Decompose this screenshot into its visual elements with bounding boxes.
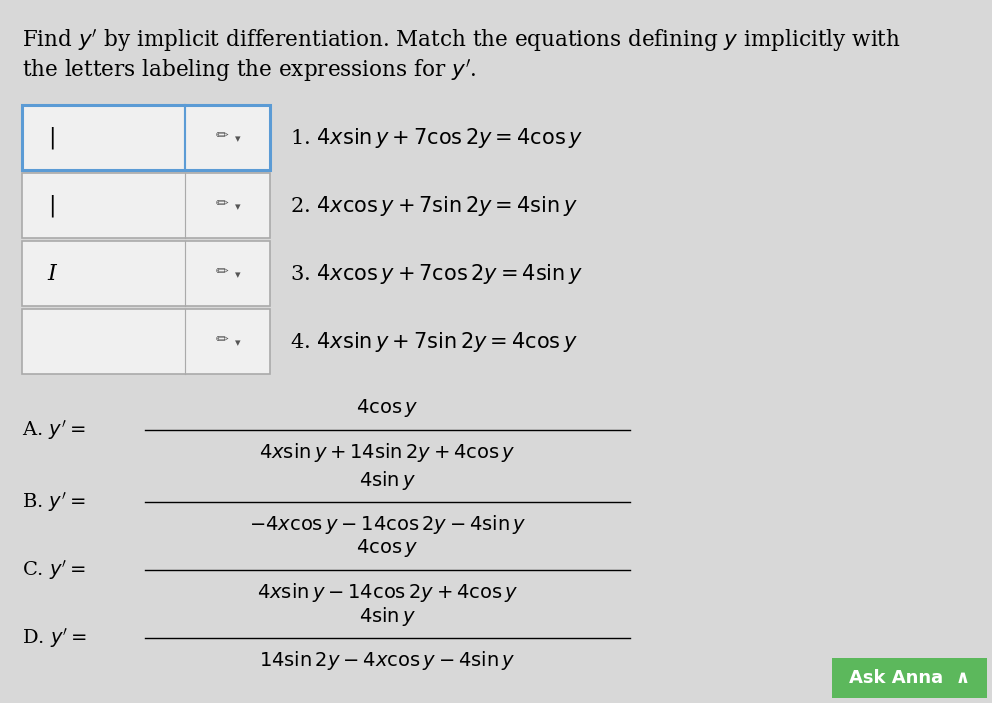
Text: $4\cos y$: $4\cos y$	[356, 537, 419, 559]
Text: 1. $4x\sin y + 7\cos 2y = 4\cos y$: 1. $4x\sin y + 7\cos 2y = 4\cos y$	[290, 126, 583, 150]
Text: Find $y'$ by implicit differentiation. Match the equations defining $y$ implicit: Find $y'$ by implicit differentiation. M…	[22, 28, 901, 55]
Text: I: I	[48, 262, 57, 285]
Text: ▾: ▾	[235, 202, 240, 212]
Text: $14\sin 2y - 4x\cos y - 4\sin y$: $14\sin 2y - 4x\cos y - 4\sin y$	[259, 648, 516, 671]
Text: 3. $4x\cos y + 7\cos 2y = 4\sin y$: 3. $4x\cos y + 7\cos 2y = 4\sin y$	[290, 262, 583, 285]
Text: D. $y' = $: D. $y' = $	[22, 626, 87, 650]
Text: ✏: ✏	[215, 264, 228, 279]
Text: A. $y' = $: A. $y' = $	[22, 418, 85, 442]
Bar	[22, 105, 270, 170]
Text: ✏: ✏	[215, 332, 228, 347]
Bar	[22, 173, 270, 238]
Text: $-4x\cos y - 14\cos 2y - 4\sin y$: $-4x\cos y - 14\cos 2y - 4\sin y$	[249, 512, 527, 536]
Text: C. $y' = $: C. $y' = $	[22, 558, 86, 582]
Text: $4\sin y$: $4\sin y$	[359, 605, 416, 628]
Text: B. $y' = $: B. $y' = $	[22, 490, 85, 514]
Text: |: |	[49, 194, 56, 217]
Text: $4x\sin y - 14\cos 2y + 4\cos y$: $4x\sin y - 14\cos 2y + 4\cos y$	[257, 581, 518, 603]
Bar	[832, 658, 987, 698]
Text: ▾: ▾	[235, 339, 240, 349]
Text: $4\sin y$: $4\sin y$	[359, 468, 416, 491]
Text: ▾: ▾	[235, 134, 240, 145]
Text: ✏: ✏	[215, 196, 228, 211]
Text: ✏: ✏	[215, 128, 228, 143]
Text: Ask Anna  ∧: Ask Anna ∧	[849, 669, 970, 687]
Text: $4x\sin y + 14\sin 2y + 4\cos y$: $4x\sin y + 14\sin 2y + 4\cos y$	[259, 441, 516, 463]
Bar	[22, 241, 270, 306]
Text: 2. $4x\cos y + 7\sin 2y = 4\sin y$: 2. $4x\cos y + 7\sin 2y = 4\sin y$	[290, 193, 577, 217]
Text: ▾: ▾	[235, 271, 240, 280]
Text: the letters labeling the expressions for $y'$.: the letters labeling the expressions for…	[22, 58, 476, 84]
Text: $4\cos y$: $4\cos y$	[356, 397, 419, 419]
Text: |: |	[49, 127, 56, 149]
Text: 4. $4x\sin y + 7\sin 2y = 4\cos y$: 4. $4x\sin y + 7\sin 2y = 4\cos y$	[290, 330, 577, 354]
Bar	[22, 309, 270, 374]
